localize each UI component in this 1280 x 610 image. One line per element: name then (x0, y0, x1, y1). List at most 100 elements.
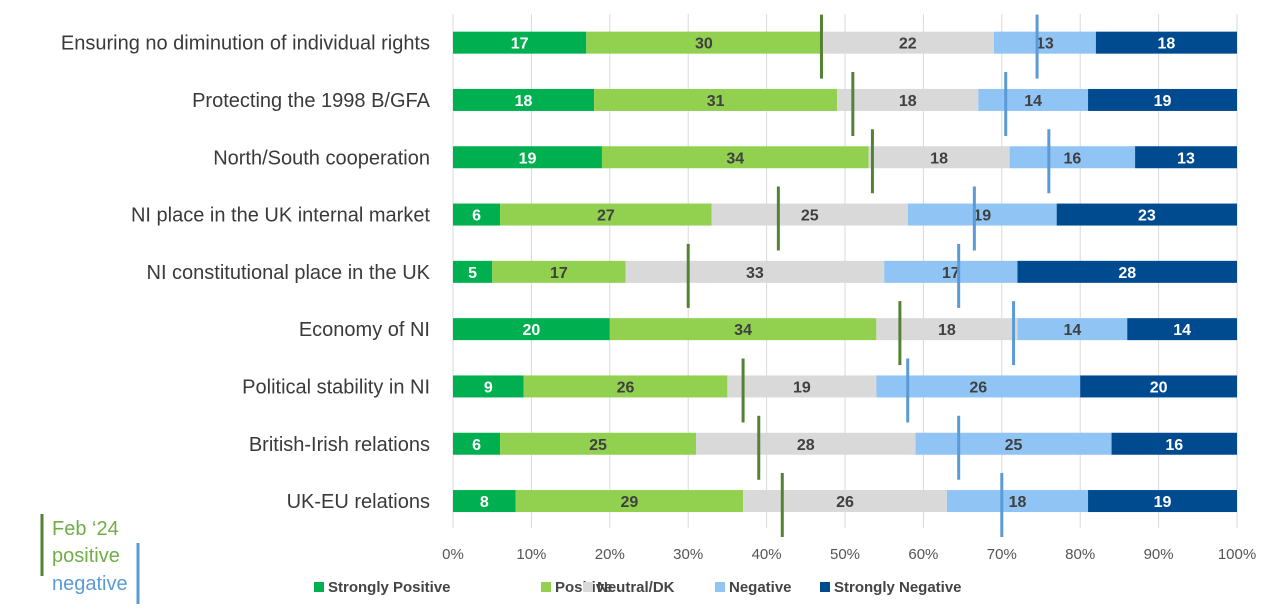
x-tick-labels: 0% 10% 20% 30% 40% 50% 60% 70% 80% 90% 100% (442, 546, 1256, 563)
bar-segment (1017, 260, 1237, 283)
bar-segment (625, 260, 885, 283)
data-label: 19 (793, 379, 811, 396)
data-label: 18 (1009, 494, 1027, 511)
data-label: 14 (1024, 93, 1042, 110)
bar-segment (876, 375, 1081, 398)
data-label: 17 (942, 265, 960, 282)
bar-segment (696, 432, 916, 455)
bar-segment (1080, 375, 1237, 398)
bar-segment (453, 146, 602, 169)
category-label: NI constitutional place in the UK (147, 262, 431, 284)
data-label: 18 (899, 93, 917, 110)
legend-label: Neutral/DK (597, 579, 675, 596)
bar-segment (876, 318, 1018, 341)
data-label: 17 (511, 36, 529, 53)
data-label: 34 (726, 150, 744, 167)
data-label: 22 (899, 36, 917, 53)
legend-swatch (541, 582, 551, 592)
x-tick-label: 100% (1218, 546, 1256, 563)
data-label: 25 (801, 208, 819, 225)
bar-segment (1088, 490, 1237, 513)
data-label: 27 (597, 208, 615, 225)
data-label: 16 (1063, 150, 1081, 167)
data-label: 14 (1063, 322, 1081, 339)
bar-segment (523, 375, 728, 398)
bar-segment (727, 375, 877, 398)
data-label: 18 (930, 150, 948, 167)
data-label: 14 (1173, 322, 1191, 339)
category-label: NI place in the UK internal market (131, 205, 430, 227)
data-label: 19 (973, 208, 991, 225)
bar-segment (1111, 432, 1237, 455)
bar-segment (601, 146, 869, 169)
bar-segment (1009, 146, 1136, 169)
category-label: Economy of NI (299, 319, 430, 341)
bar-segment (500, 203, 712, 226)
x-tick-label: 0% (442, 546, 464, 563)
bar-segment (837, 88, 979, 111)
data-label: 25 (589, 437, 607, 454)
bar-segment (1088, 88, 1237, 111)
category-labels: Ensuring no diminution of individual rig… (61, 33, 431, 513)
x-tick-label: 50% (830, 546, 860, 563)
data-label: 34 (734, 322, 752, 339)
data-label: 31 (707, 93, 725, 110)
data-label: 17 (550, 265, 568, 282)
bar-segment (711, 203, 908, 226)
bar-segment (993, 31, 1096, 54)
bar-segment (609, 318, 877, 341)
data-label: 26 (969, 379, 987, 396)
x-tick-label: 20% (595, 546, 625, 563)
data-label: 8 (480, 494, 489, 511)
bar-segment (453, 318, 610, 341)
legend-swatch (715, 582, 725, 592)
data-label: 29 (621, 494, 639, 511)
bar-segment (868, 146, 1010, 169)
legend-label: Negative (729, 579, 792, 596)
x-tick-label: 40% (752, 546, 782, 563)
x-tick-label: 60% (908, 546, 938, 563)
bar-segment (453, 88, 595, 111)
data-label: 13 (1177, 150, 1195, 167)
bar-segment (500, 432, 697, 455)
bar-segment (907, 203, 1057, 226)
data-label: 23 (1138, 208, 1156, 225)
data-label: 16 (1165, 437, 1183, 454)
data-label: 20 (523, 322, 541, 339)
data-label: 18 (1158, 36, 1176, 53)
legend: Strongly PositivePositiveNeutral/DKNegat… (314, 579, 962, 596)
data-label: 20 (1150, 379, 1168, 396)
data-label: 18 (515, 93, 533, 110)
bar-segment (492, 260, 626, 283)
bar-segment (453, 490, 516, 513)
data-label: 19 (1154, 93, 1172, 110)
bar-segment (1017, 318, 1128, 341)
data-label: 19 (1154, 494, 1172, 511)
feb24-annotation: Feb ‘24 positive negative (40, 514, 140, 604)
category-label: Protecting the 1998 B/GFA (192, 90, 431, 112)
category-label: UK-EU relations (287, 491, 430, 513)
legend-label: Strongly Negative (834, 579, 962, 596)
annotation-line1: Feb ‘24 (52, 518, 119, 540)
category-label: British-Irish relations (249, 434, 430, 456)
bar-segment (946, 490, 1089, 513)
data-label: 19 (519, 150, 537, 167)
category-label: Political stability in NI (242, 376, 430, 398)
data-label: 28 (797, 437, 815, 454)
data-label: 18 (938, 322, 956, 339)
bar-segment (743, 490, 947, 513)
bar-segment (515, 490, 744, 513)
bar-segment (453, 260, 493, 283)
category-label: Ensuring no diminution of individual rig… (61, 33, 430, 55)
bar-segment (1056, 203, 1237, 226)
data-label: 33 (746, 265, 764, 282)
marker-lines (686, 14, 1051, 538)
legend-swatch (314, 582, 324, 592)
bar-segment (884, 260, 1018, 283)
data-label: 26 (617, 379, 635, 396)
data-label: 9 (484, 379, 493, 396)
x-tick-label: 10% (516, 546, 546, 563)
bar-segment (1127, 318, 1237, 341)
bar-segment (821, 31, 994, 54)
